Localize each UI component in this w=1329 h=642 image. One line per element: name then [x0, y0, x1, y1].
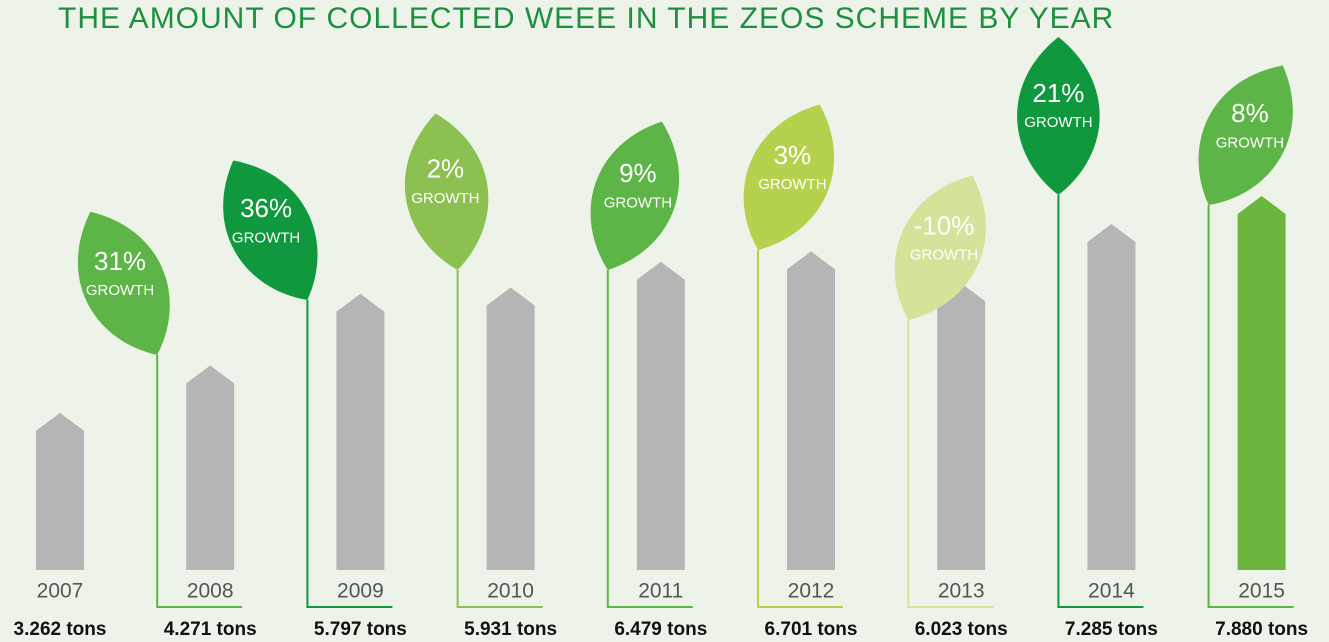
year-label: 2011: [638, 580, 683, 603]
growth-label: GROWTH: [1024, 114, 1092, 131]
year-label: 2012: [788, 580, 835, 603]
bar: [787, 251, 835, 570]
growth-value: 2%: [427, 154, 465, 184]
bar: [1087, 224, 1135, 570]
year-label: 2008: [187, 580, 234, 603]
growth-label: GROWTH: [910, 247, 978, 264]
value-label: 3.262 tons: [14, 619, 107, 640]
value-label: 7.285 tons: [1065, 619, 1158, 640]
chart: THE AMOUNT OF COLLECTED WEEE IN THE ZEOS…: [0, 0, 1329, 642]
bar: [1238, 196, 1286, 570]
growth-value: 9%: [619, 158, 657, 188]
value-label: 7.880 tons: [1215, 619, 1308, 640]
growth-label: GROWTH: [604, 194, 672, 211]
growth-label: GROWTH: [86, 282, 154, 299]
value-label: 6.023 tons: [915, 619, 1008, 640]
value-label: 5.931 tons: [464, 619, 557, 640]
growth-value: 8%: [1231, 98, 1269, 128]
year-label: 2015: [1238, 580, 1285, 603]
chart-title: THE AMOUNT OF COLLECTED WEEE IN THE ZEOS…: [58, 2, 1114, 35]
year-label: 2013: [938, 580, 985, 603]
bar: [186, 365, 234, 570]
bar: [36, 413, 84, 570]
value-label: 4.271 tons: [164, 619, 257, 640]
year-label: 2009: [337, 580, 384, 603]
growth-value: -10%: [914, 210, 975, 240]
bar: [937, 283, 985, 570]
value-label: 5.797 tons: [314, 619, 407, 640]
year-label: 2010: [487, 580, 534, 603]
growth-label: GROWTH: [1216, 134, 1284, 151]
growth-value: 3%: [774, 140, 812, 170]
growth-value: 21%: [1032, 78, 1084, 108]
growth-label: GROWTH: [411, 190, 479, 207]
year-label: 2007: [37, 580, 84, 603]
growth-label: GROWTH: [758, 176, 826, 193]
value-label: 6.701 tons: [765, 619, 858, 640]
growth-value: 31%: [94, 246, 146, 276]
year-label: 2014: [1088, 580, 1135, 603]
bar: [487, 288, 535, 570]
growth-label: GROWTH: [232, 229, 300, 246]
bar: [336, 294, 384, 570]
bar: [637, 262, 685, 570]
growth-value: 36%: [240, 193, 292, 223]
value-label: 6.479 tons: [614, 619, 707, 640]
